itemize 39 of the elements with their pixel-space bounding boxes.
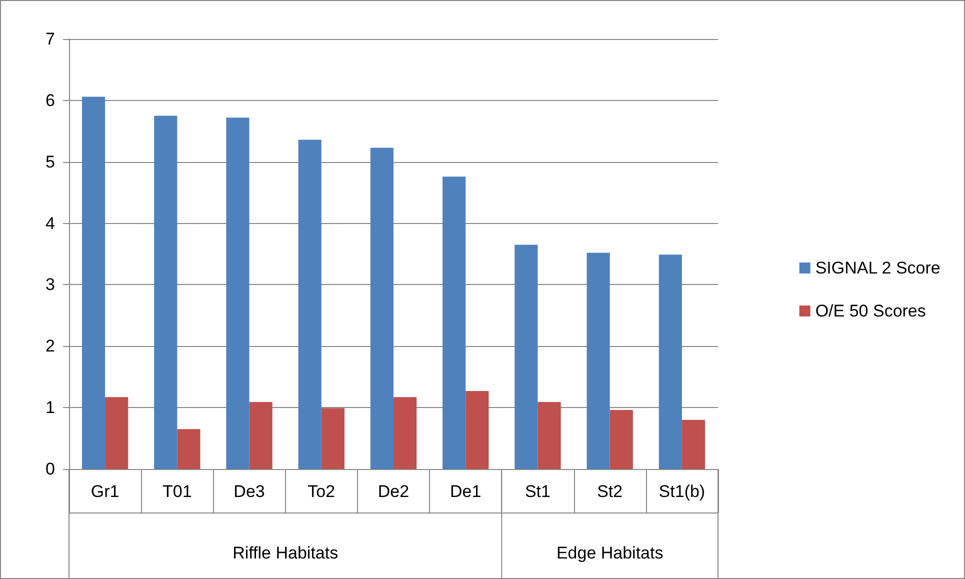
x-tick-label: St1 — [524, 482, 550, 501]
bar — [514, 244, 538, 469]
y-tick-label: 1 — [46, 398, 55, 418]
bar — [177, 429, 200, 469]
x-tick-label: To2 — [308, 482, 336, 501]
bar — [105, 397, 128, 469]
bar — [466, 390, 489, 469]
x-tick-label: De3 — [234, 482, 265, 501]
x-tick-label: St2 — [597, 482, 623, 501]
y-tick-label: 2 — [46, 336, 55, 356]
text: Riffle Habitats — [232, 544, 338, 562]
bar — [249, 402, 272, 469]
bar — [658, 254, 682, 469]
x-tick-label: De2 — [378, 482, 410, 501]
bar — [394, 397, 417, 469]
bar — [82, 96, 106, 469]
bar — [321, 408, 344, 469]
y-tick-label: 4 — [46, 214, 55, 233]
bar — [298, 140, 322, 469]
x-tick-label: St1(b) — [658, 482, 706, 501]
bar — [226, 118, 250, 469]
bar — [610, 410, 633, 469]
bar — [586, 252, 610, 469]
bar — [442, 176, 466, 469]
bar — [682, 420, 706, 469]
bar — [154, 116, 178, 469]
legend-label: SIGNAL 2 Score — [815, 258, 940, 278]
y-tick-label: 0 — [46, 460, 55, 478]
bar — [538, 402, 561, 469]
y-tick-label: 7 — [46, 30, 55, 48]
bar — [370, 148, 394, 469]
y-tick-label: 6 — [46, 90, 55, 110]
x-tick-label: T01 — [162, 482, 192, 501]
y-tick-label: 3 — [46, 275, 55, 294]
legend-label: O/E 50 Scores — [815, 302, 926, 320]
y-tick-label: 5 — [46, 152, 55, 172]
x-tick-label: De1 — [450, 482, 482, 501]
text: Edge Habitats — [556, 544, 664, 562]
x-tick-label: Gr1 — [90, 482, 120, 501]
